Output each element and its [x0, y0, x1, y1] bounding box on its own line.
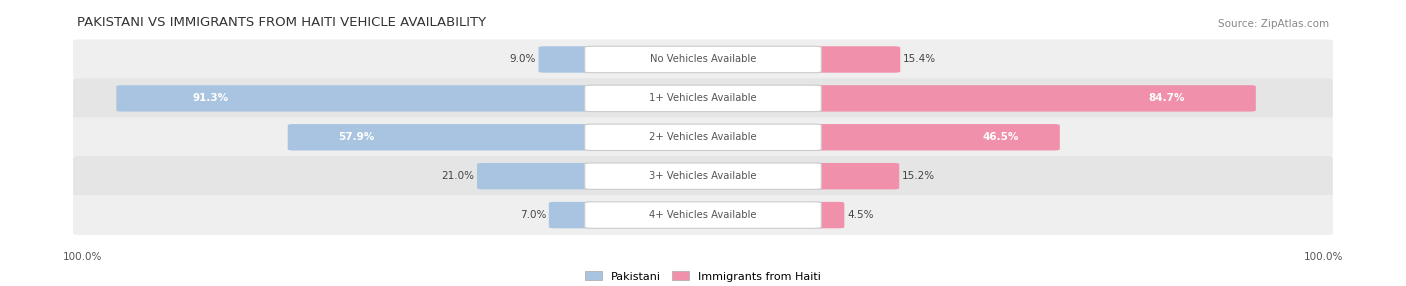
Text: 46.5%: 46.5%: [981, 132, 1018, 142]
FancyBboxPatch shape: [585, 124, 821, 150]
FancyBboxPatch shape: [585, 202, 821, 228]
Text: Source: ZipAtlas.com: Source: ZipAtlas.com: [1218, 19, 1329, 29]
Text: 15.4%: 15.4%: [903, 55, 936, 64]
Text: 1+ Vehicles Available: 1+ Vehicles Available: [650, 94, 756, 103]
Legend: Pakistani, Immigrants from Haiti: Pakistani, Immigrants from Haiti: [581, 267, 825, 286]
Text: 7.0%: 7.0%: [520, 210, 546, 220]
Text: 21.0%: 21.0%: [441, 171, 474, 181]
Text: 9.0%: 9.0%: [509, 55, 536, 64]
FancyBboxPatch shape: [810, 46, 900, 73]
Text: 100.0%: 100.0%: [63, 252, 103, 262]
Text: 91.3%: 91.3%: [193, 94, 228, 103]
FancyBboxPatch shape: [73, 78, 1333, 118]
FancyBboxPatch shape: [117, 85, 596, 112]
FancyBboxPatch shape: [810, 202, 845, 228]
FancyBboxPatch shape: [73, 195, 1333, 235]
FancyBboxPatch shape: [538, 46, 596, 73]
FancyBboxPatch shape: [73, 117, 1333, 157]
Text: 57.9%: 57.9%: [337, 132, 374, 142]
Text: 100.0%: 100.0%: [1303, 252, 1343, 262]
FancyBboxPatch shape: [288, 124, 596, 150]
FancyBboxPatch shape: [810, 124, 1060, 150]
FancyBboxPatch shape: [548, 202, 596, 228]
Text: 15.2%: 15.2%: [903, 171, 935, 181]
FancyBboxPatch shape: [73, 39, 1333, 80]
Text: 4.5%: 4.5%: [848, 210, 873, 220]
Text: No Vehicles Available: No Vehicles Available: [650, 55, 756, 64]
Text: 3+ Vehicles Available: 3+ Vehicles Available: [650, 171, 756, 181]
Text: 4+ Vehicles Available: 4+ Vehicles Available: [650, 210, 756, 220]
FancyBboxPatch shape: [810, 163, 900, 189]
Text: 2+ Vehicles Available: 2+ Vehicles Available: [650, 132, 756, 142]
FancyBboxPatch shape: [585, 163, 821, 189]
FancyBboxPatch shape: [477, 163, 596, 189]
FancyBboxPatch shape: [810, 85, 1256, 112]
FancyBboxPatch shape: [585, 46, 821, 73]
FancyBboxPatch shape: [585, 85, 821, 112]
Text: PAKISTANI VS IMMIGRANTS FROM HAITI VEHICLE AVAILABILITY: PAKISTANI VS IMMIGRANTS FROM HAITI VEHIC…: [77, 16, 486, 29]
Text: 84.7%: 84.7%: [1149, 94, 1185, 103]
FancyBboxPatch shape: [73, 156, 1333, 196]
